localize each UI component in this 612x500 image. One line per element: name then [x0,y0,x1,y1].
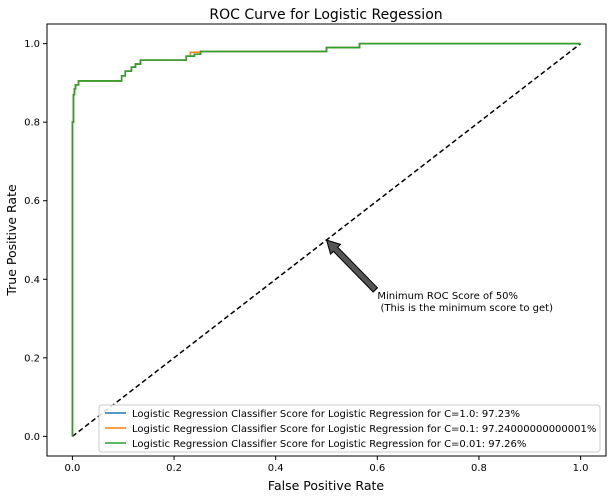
x-tick-label: 0.4 [268,463,284,474]
legend-label-1: Logistic Regression Classifier Score for… [132,424,596,435]
y-tick-label: 0.8 [24,118,40,129]
x-tick-label: 1.0 [573,463,589,474]
x-tick-label: 0.6 [369,463,385,474]
x-axis-label: False Positive Rate [268,478,384,493]
legend-box [98,404,601,453]
y-tick-label: 0.0 [24,432,40,443]
x-tick-label: 0.0 [64,463,80,474]
annotation-arrow [325,239,379,293]
chart-title: ROC Curve for Logistic Regession [209,7,442,23]
x-tick-label: 0.8 [471,463,487,474]
legend-label-2: Logistic Regression Classifier Score for… [132,439,526,450]
annotation-line-2: (This is the minimum score to get) [377,303,553,314]
annotation-line-1: Minimum ROC Score of 50% [377,291,518,302]
x-tick-label: 0.2 [166,463,182,474]
y-tick-label: 0.2 [24,353,40,364]
series-line-2 [71,42,581,437]
y-axis-label: True Positive Rate [4,184,19,297]
y-tick-label: 0.6 [24,196,40,207]
y-tick-label: 0.4 [24,275,40,286]
legend: Logistic Regression Classifier Score for… [98,404,601,453]
legend-label-0: Logistic Regression Classifier Score for… [132,409,520,420]
y-tick-label: 1.0 [24,39,40,50]
